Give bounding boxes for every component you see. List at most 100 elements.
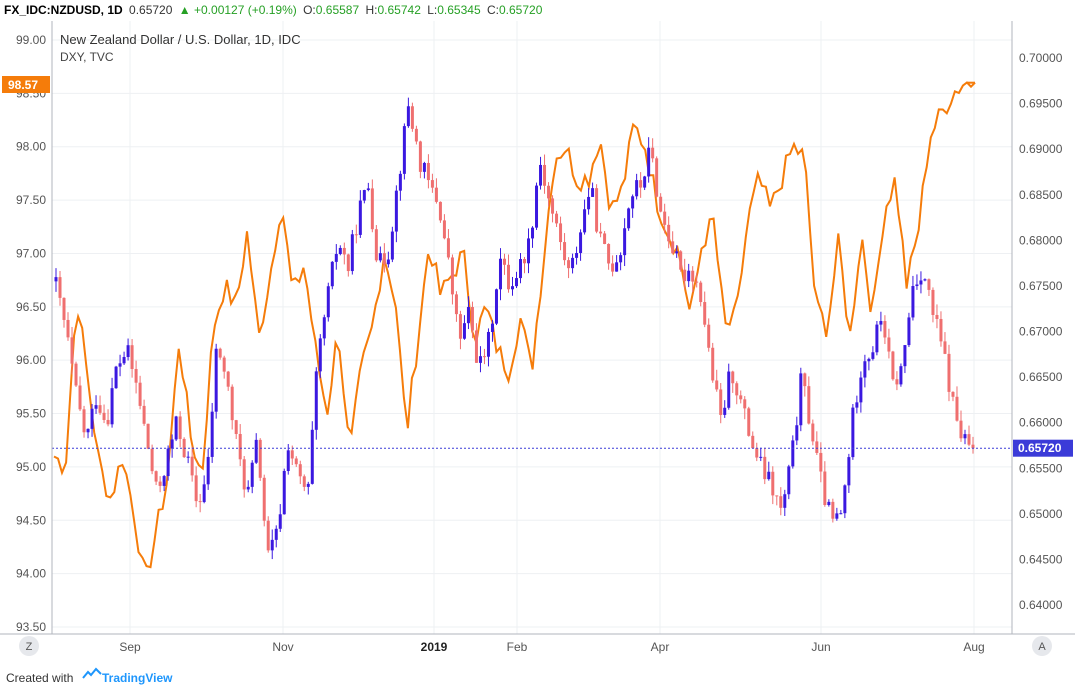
candle-body [98,405,102,413]
candle-body [871,352,875,359]
candle-body [138,382,142,406]
auto-scale-button[interactable]: A [1032,636,1052,656]
candle-body [915,284,919,287]
candle [923,278,927,282]
candle [667,216,671,249]
candle-body [430,180,434,188]
right-tick-label: 0.69000 [1019,142,1063,156]
candle-body [346,254,350,272]
candle [462,315,466,340]
candle [519,253,523,284]
candle [470,301,474,339]
candle [835,507,839,521]
right-axis[interactable]: 0.70000 0.69500 0.69000 0.68500 0.68000 0.675… [1019,51,1063,612]
candle [106,409,110,427]
candle-body [967,434,971,445]
candle [807,376,811,425]
candle-body [575,253,579,258]
candle [242,456,246,498]
candle [418,140,422,179]
candle-body [639,180,643,188]
candle [819,442,823,483]
tradingview-brand[interactable]: TradingView [102,671,173,685]
candle [494,288,498,326]
candle [158,476,162,493]
candle [587,187,591,215]
candle [430,173,434,193]
candle [270,529,274,560]
dxy-series [53,81,976,569]
candle-body [819,452,823,472]
zoom-button-label: Z [26,641,33,653]
candle [827,499,831,507]
candle [967,425,971,447]
candle-body [827,501,831,506]
candle-body [699,282,703,303]
candle-body [707,324,711,348]
candle-body [583,209,587,233]
candle [563,233,567,266]
left-axis[interactable]: 99.0098.5098.0097.5097.0096.5096.0095.50… [16,33,46,634]
candle-body [867,358,871,362]
candle [795,416,799,446]
candle [122,351,126,365]
candle [410,102,414,132]
candle-body [190,456,194,476]
candle [879,311,883,332]
candle [170,434,174,458]
candle [366,182,370,192]
nzdusd-last-value: 0.65720 [1018,441,1062,455]
candle-body [238,434,242,460]
candle-body [490,323,494,332]
candle [350,229,354,275]
symbol-label[interactable]: FX_IDC:NZDUSD, 1D [4,3,123,17]
left-tick-label: 97.50 [16,193,46,207]
candle [306,481,310,495]
created-with-text: Created with [6,671,74,685]
high-label: H: [365,3,378,17]
zoom-button[interactable]: Z [19,636,39,656]
candle-body [755,448,759,458]
candle-body [494,289,498,324]
candle [843,484,847,519]
candle [442,214,446,240]
candle-body [951,391,955,397]
plot-area[interactable] [52,21,1012,634]
candle-body [130,345,134,369]
candle-body [478,356,482,363]
left-tick-label: 96.50 [16,300,46,314]
candle-body [947,353,951,392]
time-axis[interactable]: Sep Nov 2019 Feb Apr Jun Aug [119,640,984,654]
candle-body [362,190,366,201]
change-up-icon: ▲ [178,3,191,17]
candle [603,231,607,245]
candle [326,282,330,322]
candle-body [170,439,174,449]
right-tick-label: 0.67500 [1019,279,1063,293]
candle [739,390,743,404]
candle-body [731,371,735,384]
price-chart[interactable]: 99.0098.5098.0097.5097.0096.5096.0095.50… [0,20,1075,664]
candle-body [543,164,547,186]
candle [286,444,290,475]
time-tick-label: Feb [507,640,528,654]
candle-body [703,302,707,325]
left-tick-label: 95.00 [16,460,46,474]
nzdusd-last-label: 0.65720 [1013,439,1073,457]
candle-body [767,471,771,480]
candle [102,404,106,424]
candle [82,405,86,438]
right-tick-label: 0.65000 [1019,507,1063,521]
candle [150,444,154,475]
candle-body [218,348,222,358]
candle-body [859,377,863,403]
candle [527,228,531,274]
candle [823,461,827,507]
candle-body [358,200,362,235]
candle [719,383,723,424]
candle [867,357,871,371]
candle [651,138,655,163]
candle-body [206,456,210,485]
candle-body [390,231,394,260]
candle [775,495,779,506]
